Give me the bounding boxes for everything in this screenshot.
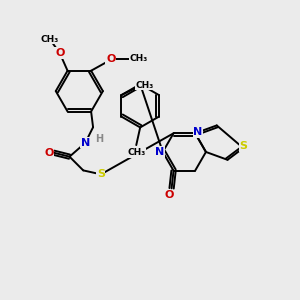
Text: H: H — [95, 134, 103, 144]
Text: O: O — [165, 190, 174, 200]
Text: O: O — [106, 54, 116, 64]
Text: CH₃: CH₃ — [127, 148, 146, 158]
Text: CH₃: CH₃ — [136, 81, 154, 90]
Text: N: N — [155, 147, 164, 157]
Text: O: O — [55, 48, 64, 58]
Text: O: O — [44, 148, 54, 158]
Text: S: S — [97, 169, 105, 179]
Text: N: N — [81, 138, 90, 148]
Text: CH₃: CH₃ — [129, 54, 147, 63]
Text: CH₃: CH₃ — [41, 35, 59, 44]
Text: N: N — [194, 127, 203, 137]
Text: S: S — [239, 141, 247, 151]
